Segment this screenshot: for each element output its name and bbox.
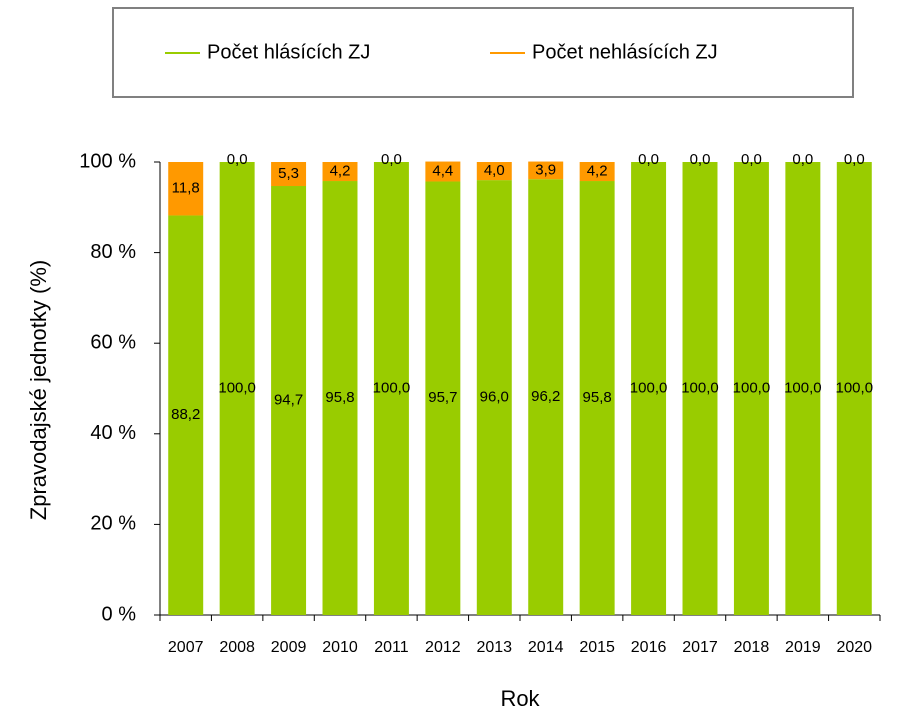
x-tick-label: 2017 bbox=[682, 639, 718, 656]
data-label: 0,0 bbox=[638, 151, 659, 168]
data-label: 100,0 bbox=[836, 379, 874, 396]
data-label: 100,0 bbox=[218, 379, 256, 396]
bar-segment bbox=[733, 162, 769, 615]
data-label: 100,0 bbox=[630, 379, 668, 396]
x-axis-label: Rok bbox=[500, 686, 540, 711]
x-tick-label: 2011 bbox=[374, 639, 409, 656]
y-tick-label: 100 % bbox=[79, 150, 136, 172]
data-label: 3,9 bbox=[535, 161, 556, 178]
bar-segment bbox=[373, 162, 409, 615]
bar-segment bbox=[219, 162, 255, 615]
data-label: 0,0 bbox=[227, 151, 248, 168]
y-axis-label: Zpravodajské jednotky (%) bbox=[26, 260, 51, 520]
bar-segment bbox=[682, 162, 718, 615]
data-label: 0,0 bbox=[741, 151, 762, 168]
y-tick-label: 40 % bbox=[90, 422, 136, 444]
bar-segment bbox=[168, 215, 204, 616]
bar-segment bbox=[579, 162, 615, 182]
data-label: 100,0 bbox=[373, 379, 411, 396]
x-tick-label: 2007 bbox=[168, 639, 204, 656]
bar-segment bbox=[271, 162, 307, 187]
x-tick-label: 2020 bbox=[836, 639, 872, 656]
bar-segment bbox=[476, 162, 512, 181]
x-tick-label: 2016 bbox=[631, 639, 667, 656]
bar-segment bbox=[785, 162, 821, 615]
x-tick-label: 2013 bbox=[476, 639, 512, 656]
data-label: 0,0 bbox=[381, 151, 402, 168]
y-tick-label: 0 % bbox=[102, 603, 137, 625]
data-label: 4,0 bbox=[484, 162, 505, 179]
bar-segment bbox=[425, 181, 461, 615]
data-label: 0,0 bbox=[844, 151, 865, 168]
y-tick-label: 60 % bbox=[90, 331, 136, 353]
x-tick-label: 2012 bbox=[425, 639, 461, 656]
data-label: 0,0 bbox=[792, 151, 813, 168]
legend-box bbox=[112, 7, 854, 98]
bar-segment bbox=[425, 161, 461, 182]
data-label: 100,0 bbox=[784, 379, 822, 396]
bar-segment bbox=[168, 162, 204, 216]
data-label: 0,0 bbox=[690, 151, 711, 168]
bar-segment bbox=[528, 179, 564, 616]
data-label: 95,8 bbox=[583, 389, 612, 406]
bar-segment bbox=[631, 162, 667, 615]
data-label: 95,7 bbox=[428, 389, 457, 406]
data-label: 11,8 bbox=[172, 180, 200, 197]
x-tick-label: 2018 bbox=[734, 639, 770, 656]
bar-segment bbox=[579, 181, 615, 615]
x-tick-label: 2019 bbox=[785, 639, 821, 656]
bar-segment bbox=[322, 181, 358, 615]
y-tick-label: 80 % bbox=[90, 241, 136, 263]
data-label: 96,0 bbox=[480, 389, 509, 406]
data-label: 88,2 bbox=[171, 406, 200, 423]
bar-segment bbox=[476, 180, 512, 615]
data-label: 100,0 bbox=[733, 379, 771, 396]
data-label: 4,2 bbox=[330, 162, 351, 179]
data-label: 96,2 bbox=[531, 388, 560, 405]
y-tick-label: 20 % bbox=[90, 513, 136, 535]
data-label: 95,8 bbox=[325, 389, 354, 406]
legend-label: Počet nehlásících ZJ bbox=[532, 41, 718, 63]
data-label: 94,7 bbox=[274, 391, 303, 408]
x-tick-label: 2014 bbox=[528, 639, 564, 656]
data-label: 100,0 bbox=[681, 379, 719, 396]
bar-segment bbox=[322, 162, 358, 182]
x-tick-label: 2008 bbox=[219, 639, 255, 656]
x-tick-label: 2010 bbox=[322, 639, 358, 656]
bar-segment bbox=[271, 186, 307, 615]
bar-segment bbox=[836, 162, 872, 615]
data-label: 5,3 bbox=[278, 165, 299, 182]
x-tick-label: 2009 bbox=[271, 639, 307, 656]
data-label: 4,4 bbox=[432, 162, 453, 179]
x-tick-label: 2015 bbox=[579, 639, 615, 656]
data-label: 4,2 bbox=[587, 162, 608, 179]
legend-label: Počet hlásících ZJ bbox=[207, 41, 370, 63]
bar-segment bbox=[528, 161, 564, 180]
